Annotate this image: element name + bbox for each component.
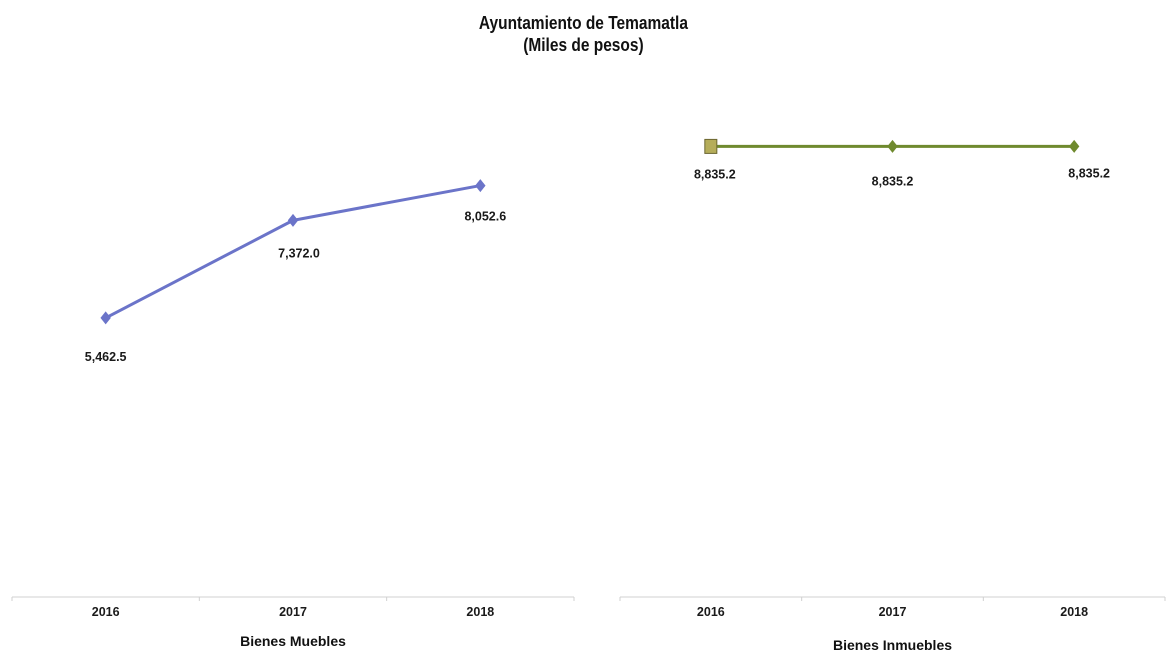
x-tick-label: 2016 bbox=[92, 605, 120, 619]
data-point-marker bbox=[1068, 139, 1080, 153]
x-axis-title: Bienes Muebles bbox=[240, 633, 346, 649]
data-label: 8,835.2 bbox=[1068, 166, 1110, 180]
data-label: 8,835.2 bbox=[872, 174, 914, 188]
x-axis-title: Bienes Inmuebles bbox=[833, 637, 952, 652]
data-label: 5,462.5 bbox=[85, 350, 127, 364]
chart-title: Ayuntamiento de Temamatla (Miles de peso… bbox=[82, 12, 1086, 56]
data-point-marker bbox=[475, 179, 486, 193]
x-tick-label: 2017 bbox=[879, 605, 907, 619]
data-point-marker bbox=[100, 311, 111, 325]
x-tick-label: 2016 bbox=[697, 605, 725, 619]
chart-title-line: Ayuntamiento de Temamatla bbox=[478, 13, 688, 33]
data-point-marker bbox=[287, 213, 299, 227]
x-tick-label: 2018 bbox=[1060, 605, 1088, 619]
data-point-marker bbox=[704, 138, 718, 154]
data-label: 8,052.6 bbox=[464, 210, 506, 224]
data-point-marker bbox=[887, 139, 898, 153]
x-tick-label: 2018 bbox=[466, 605, 494, 619]
chart-subtitle-line: (Miles de pesos) bbox=[523, 35, 644, 55]
data-label: 7,372.0 bbox=[278, 246, 320, 260]
data-label: 8,835.2 bbox=[694, 167, 736, 181]
x-tick-label: 2017 bbox=[279, 605, 307, 619]
